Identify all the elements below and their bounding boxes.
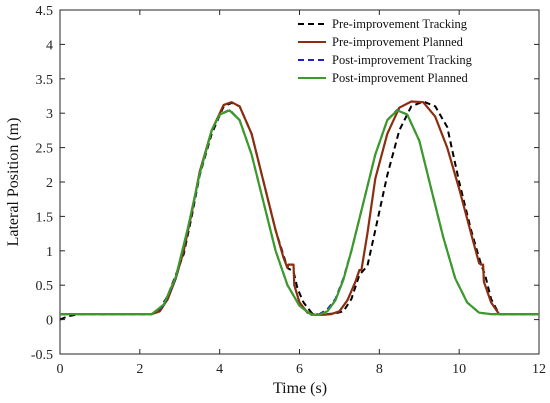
y-tick-label: 1.5: [36, 210, 54, 225]
legend-label: Pre-improvement Planned: [332, 35, 464, 49]
y-tick-label: 2: [46, 176, 53, 191]
y-axis-label: Lateral Position (m): [5, 118, 22, 247]
axis-ticks: 0 2 4 6 8 10 12 -0.5 0 0.5 1 1.5 2 2.5 3 3.5 4 4.5: [31, 4, 546, 377]
y-tick-label: 3.5: [36, 73, 54, 88]
y-tick-label: 2.5: [36, 142, 54, 157]
y-tick-label: 4.5: [36, 4, 54, 19]
x-tick-label: 2: [136, 362, 143, 377]
y-tick-label: 0.5: [36, 279, 54, 294]
x-tick-label: 12: [532, 362, 546, 377]
y-tick-label: 1: [46, 245, 53, 260]
x-axis-label: Time (s): [273, 380, 327, 397]
x-tick-label: 6: [296, 362, 303, 377]
x-tick-label: 0: [57, 362, 64, 377]
legend-label: Pre-improvement Tracking: [332, 17, 468, 31]
x-tick-label: 8: [376, 362, 383, 377]
legend-label: Post-improvement Tracking: [332, 53, 473, 67]
y-tick-label: 3: [46, 107, 53, 122]
x-tick-label: 4: [216, 362, 223, 377]
legend: Pre-improvement Tracking Pre-improvement …: [298, 17, 473, 85]
y-tick-label: 0: [46, 314, 53, 329]
y-tick-label: -0.5: [31, 348, 53, 363]
x-tick-label: 10: [452, 362, 466, 377]
series-group: [59, 100, 539, 321]
series-line-4: [60, 109, 539, 316]
legend-label: Post-improvement Planned: [332, 71, 468, 85]
y-tick-label: 4: [46, 38, 53, 53]
